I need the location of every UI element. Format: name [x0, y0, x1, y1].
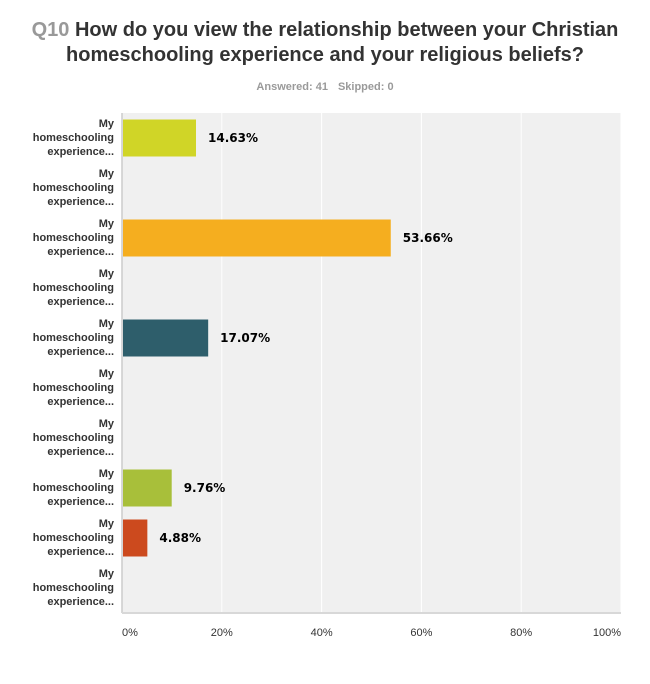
category-label: experience... [47, 296, 114, 308]
chart-title: Q10 How do you view the relationship bet… [0, 18, 650, 68]
category-label: homeschooling [33, 532, 114, 544]
data-label: 14.63% [208, 131, 258, 145]
category-label: experience... [47, 396, 114, 408]
category-label: experience... [47, 196, 114, 208]
category-label: experience... [47, 546, 114, 558]
category-label: experience... [47, 246, 114, 258]
bar [123, 219, 391, 257]
category-label: My [99, 518, 115, 530]
category-label: experience... [47, 146, 114, 158]
bar [123, 319, 209, 357]
x-tick-label: 80% [510, 627, 532, 639]
x-tick-label: 0% [122, 627, 138, 639]
category-label: homeschooling [33, 482, 114, 494]
category-label: experience... [47, 496, 114, 508]
response-stats: Answered: 41 Skipped: 0 [0, 81, 650, 93]
category-label: homeschooling [33, 432, 114, 444]
x-tick-label: 40% [311, 627, 333, 639]
category-label: My [99, 268, 115, 280]
category-label: My [99, 568, 115, 580]
data-label: 4.88% [159, 531, 201, 545]
category-label: My [99, 468, 115, 480]
category-label: My [99, 418, 115, 430]
category-label: homeschooling [33, 182, 114, 194]
category-label: experience... [47, 446, 114, 458]
category-label: experience... [47, 346, 114, 358]
question-text: How do you view the relationship between… [66, 19, 619, 66]
category-label: My [99, 318, 115, 330]
bar [123, 119, 197, 157]
category-label: My [99, 218, 115, 230]
category-label: My [99, 168, 115, 180]
answered-count: Answered: 41 [256, 81, 328, 93]
category-label: homeschooling [33, 282, 114, 294]
data-label: 53.66% [403, 231, 453, 245]
bar [123, 469, 172, 507]
skipped-count: Skipped: 0 [337, 81, 394, 93]
x-tick-label: 60% [410, 627, 432, 639]
category-label: homeschooling [33, 382, 114, 394]
bar [123, 519, 148, 557]
category-label: homeschooling [33, 582, 114, 594]
category-label: My [99, 368, 115, 380]
category-label: homeschooling [33, 132, 114, 144]
question-number: Q10 [31, 19, 70, 41]
category-label: experience... [47, 596, 114, 608]
data-label: 17.07% [220, 331, 270, 345]
category-label: homeschooling [33, 332, 114, 344]
x-tick-label: 100% [593, 627, 621, 639]
plot-area [122, 113, 621, 613]
x-tick-label: 20% [211, 627, 233, 639]
category-label: My [99, 118, 115, 130]
category-label: homeschooling [33, 232, 114, 244]
data-label: 9.76% [184, 481, 226, 495]
